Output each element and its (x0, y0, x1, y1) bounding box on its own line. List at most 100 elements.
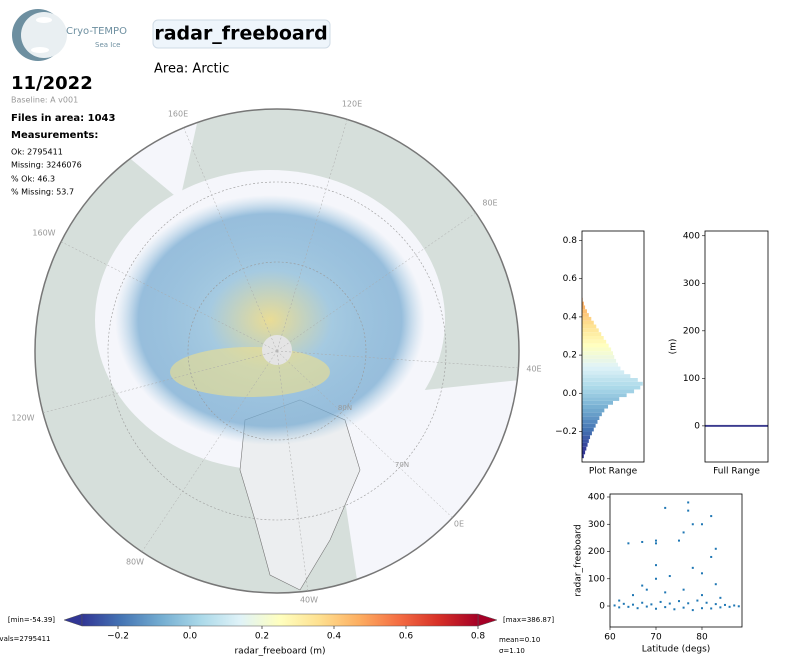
histogram-bar (582, 450, 586, 455)
axes-frame (581, 230, 645, 463)
scatter-point (691, 609, 694, 612)
scatter-point (700, 607, 703, 610)
histogram-bar (582, 427, 594, 432)
scatter-point (733, 604, 736, 607)
map-label: 80E (482, 199, 497, 208)
scatter-point (631, 594, 634, 597)
scatter-point (691, 523, 694, 526)
histogram-bar (582, 332, 602, 336)
scatter-point (723, 603, 726, 606)
histogram-bar (582, 442, 588, 447)
y-tick-label: 400 (588, 492, 605, 502)
colorbar-tick-label: −0.2 (107, 632, 129, 642)
meridian (276, 350, 453, 518)
scatter-point (687, 602, 690, 605)
x-tick-label: 60 (604, 633, 616, 643)
histogram-bar (582, 320, 594, 325)
y-tick-label: 0 (694, 421, 700, 431)
scatter-point (650, 603, 653, 606)
colorbar-tick-label: 0.4 (327, 632, 342, 642)
histogram-bar (582, 313, 589, 317)
meridian (276, 350, 519, 369)
scatter-point (682, 588, 685, 591)
histogram-bar (582, 454, 584, 459)
map-label: 40E (526, 365, 541, 374)
mean-label: mean=0.10 (499, 636, 540, 644)
histogram-bar (582, 431, 592, 436)
max-label: [max=386.87] (503, 616, 554, 624)
histogram-bar (582, 316, 592, 321)
title: radar_freeboard (154, 23, 327, 45)
scatter-point (700, 523, 703, 526)
scatter-point (668, 602, 671, 605)
scatter-point (654, 564, 657, 567)
y-tick-label: 400 (683, 231, 700, 241)
scatter-point (613, 604, 616, 607)
date: 11/2022 (11, 73, 93, 94)
histogram-bar (582, 408, 605, 413)
histogram-bar (582, 336, 604, 340)
map-label: 80W (126, 558, 144, 567)
scatter-point (618, 606, 621, 609)
histogram-bar (582, 412, 602, 417)
nvals-label: nvals=2795411 (0, 635, 51, 643)
map-label: 40W (300, 596, 318, 605)
y-tick-label: 0.8 (563, 236, 578, 246)
scatter-point (641, 601, 644, 604)
scatter-point (687, 509, 690, 512)
colorbar-extend-max (477, 613, 498, 627)
histogram-bar (582, 385, 641, 390)
histogram-bar (582, 347, 612, 352)
ok: Ok: 2795411 (11, 148, 63, 157)
map-label: 120E (342, 100, 362, 109)
meridian (276, 350, 309, 592)
colorbar-tick-label: 0.8 (471, 632, 486, 642)
logo-title: Cryo-TEMPO (66, 26, 127, 37)
y-tick-label: 300 (683, 279, 700, 289)
scatter-point (710, 515, 713, 518)
x-axis-label: Full Range (713, 467, 760, 477)
scatter-point (654, 577, 657, 580)
map-label: 120W (11, 414, 34, 423)
scatter-point (636, 607, 639, 610)
histogram-bar (582, 416, 600, 420)
colorbar-extend-min (63, 613, 83, 627)
scatter-point (682, 531, 685, 534)
histogram-bar (582, 389, 635, 394)
colorbar-label: radar_freeboard (m) (234, 647, 325, 657)
histogram-bar (582, 400, 613, 405)
missing: Missing: 3246076 (11, 161, 82, 170)
histogram-bar (582, 435, 591, 440)
scatter-point (627, 542, 630, 545)
files: Files in area: 1043 (11, 113, 115, 124)
histogram-bar (582, 339, 607, 344)
pct-missing: % Missing: 53.7 (11, 188, 74, 197)
histogram-bar (582, 343, 609, 348)
scatter-point (627, 605, 630, 608)
x-tick-label: 70 (650, 633, 662, 643)
y-tick-label: 0.4 (563, 312, 578, 322)
sigma-label: σ=1.10 (499, 647, 525, 655)
axes-frame (704, 230, 769, 463)
histogram-bar (582, 301, 584, 306)
y-tick-label: 100 (588, 574, 605, 584)
scatter-point (664, 591, 667, 594)
histogram-bar (582, 351, 613, 356)
scatter-point (664, 606, 667, 609)
scatter-point (618, 599, 621, 602)
scatter-point (710, 607, 713, 610)
y-tick-label: 0.6 (563, 274, 578, 284)
pct-ok: % Ok: 46.3 (11, 175, 55, 184)
meridian (183, 127, 278, 352)
scatter-point (677, 539, 680, 542)
y-tick-label: 200 (588, 547, 605, 557)
histogram-bar (582, 362, 618, 367)
scatter-point (654, 607, 657, 610)
scatter-point (654, 539, 657, 542)
scatter-point (664, 506, 667, 509)
scatter-point (700, 594, 703, 597)
scatter-point (659, 600, 662, 603)
histogram-bar (582, 381, 643, 386)
y-tick-label: 0.2 (563, 351, 577, 361)
